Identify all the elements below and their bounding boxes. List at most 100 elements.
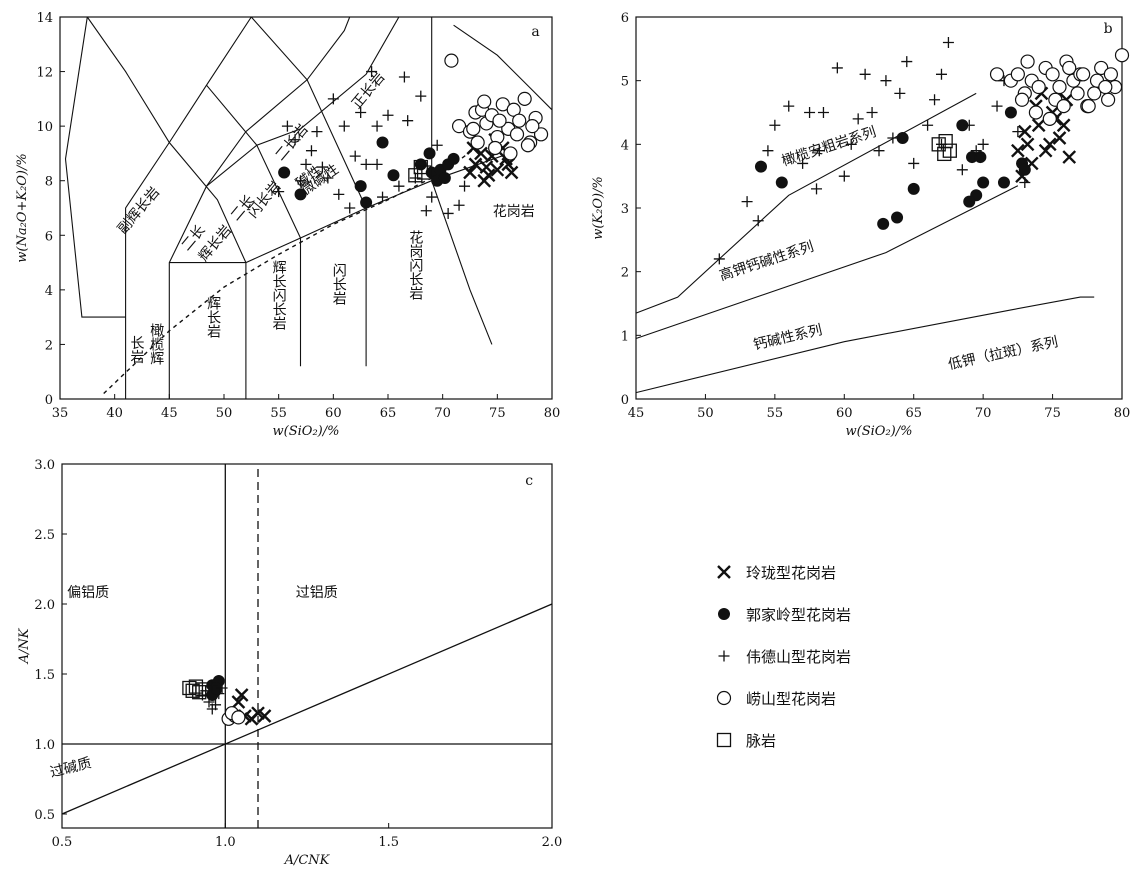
data-point-plus — [908, 157, 920, 169]
data-point-plus — [894, 87, 906, 99]
x-tick-label: 60 — [836, 406, 853, 421]
data-point-x — [490, 162, 505, 177]
high-k-boundary-line — [635, 185, 1019, 340]
field-label: 低钾（拉斑）系列 — [947, 334, 1060, 373]
x-tick-label: 80 — [1114, 406, 1131, 421]
data-point-plus — [817, 107, 829, 118]
data-point-plus — [382, 109, 394, 121]
data-point-plus — [338, 120, 350, 132]
y-tick-label: 4 — [621, 138, 629, 153]
data-point-plus — [852, 113, 864, 125]
data-point-plus — [963, 119, 975, 131]
data-point-circle — [1081, 99, 1096, 114]
panel-a: 35 40 45 50 55 60 65 70 75 80 0 2 4 6 8 10 12 14 w(SiO₂)/%… — [15, 11, 560, 439]
data-point-dot — [977, 176, 990, 189]
data-point-circle — [477, 94, 492, 109]
data-point-dot — [278, 166, 291, 179]
data-point-dot — [891, 211, 904, 224]
y-tick-label: 8 — [45, 175, 53, 190]
data-point-x — [1031, 118, 1046, 133]
x-tick-label: 55 — [270, 406, 287, 421]
data-point-plus — [398, 71, 410, 83]
data-point-plus — [360, 158, 372, 170]
y-tick-label: 3.0 — [34, 458, 55, 473]
data-point-circle — [1014, 92, 1030, 107]
data-point-plus — [970, 145, 982, 157]
data-point-circle — [503, 146, 518, 161]
legend-item: 脉岩 — [716, 732, 776, 750]
data-point-plus — [344, 202, 356, 214]
data-point-plus — [942, 36, 954, 48]
data-point-plus — [769, 119, 781, 131]
data-point-plus — [859, 68, 871, 80]
data-point-dot — [896, 131, 909, 144]
data-point-dot — [376, 136, 389, 149]
series-plus — [713, 36, 1031, 265]
data-point-dot — [997, 176, 1010, 189]
data-point-plus — [289, 134, 301, 146]
data-point-plus — [713, 253, 725, 265]
y-tick-label: 6 — [621, 11, 629, 26]
field-label: 正长岩 — [349, 70, 388, 112]
x-tick-label: 70 — [434, 406, 451, 421]
panel-c: 0.5 1.0 1.5 2.0 0.5 1.0 1.5 2.0 2.5 3.0 A/CNK A/NK 偏… — [17, 458, 562, 868]
field-label: 二长岩 — [272, 121, 311, 163]
data-point-circle — [466, 121, 481, 136]
data-point-plus — [811, 183, 823, 195]
data-point-circle — [231, 710, 246, 725]
data-point-circle — [492, 113, 507, 128]
data-point-circle — [520, 138, 536, 153]
x-tick-label: 70 — [975, 406, 992, 421]
field-boundary-line — [453, 24, 552, 111]
data-point-plus — [371, 120, 383, 132]
field-label: b — [1104, 21, 1113, 37]
field-label: 过铝质 — [296, 585, 338, 601]
data-point-plus — [216, 682, 228, 694]
data-point-circle — [1031, 79, 1046, 95]
x-axis-label: A/CNK — [284, 853, 331, 868]
data-point-circle — [1114, 48, 1130, 63]
data-point-x — [1042, 137, 1057, 152]
y-axis-label: w(Na₂O+K₂O)/% — [15, 153, 30, 262]
data-point-circle — [1052, 79, 1067, 95]
y-tick-label: 0 — [621, 393, 629, 408]
legend-item: 伟德山型花岗岩 — [718, 648, 851, 666]
series-square — [182, 679, 210, 700]
plot-frame — [61, 463, 553, 829]
data-point-plus — [349, 150, 361, 162]
series-circle — [989, 48, 1130, 126]
legend-item: 玲珑型花岗岩 — [717, 564, 836, 582]
legend-marker-dot — [718, 608, 730, 620]
y-tick-label: 2 — [621, 266, 629, 281]
field-label-vertical: 辉长岩 — [205, 296, 221, 338]
legend-label: 郭家岭型花岗岩 — [746, 606, 851, 624]
data-point-x — [468, 157, 483, 172]
y-tick-label: 10 — [36, 120, 53, 135]
data-point-plus — [831, 62, 843, 74]
data-point-plus — [783, 100, 795, 112]
data-point-dot — [907, 182, 920, 195]
y-tick-label: 14 — [36, 11, 53, 26]
data-point-plus — [371, 158, 383, 170]
legend-marker-square — [716, 732, 732, 748]
legend-item: 崂山型花岗岩 — [716, 690, 836, 708]
data-point-x — [257, 709, 272, 723]
field-label: 过碱质 — [49, 755, 94, 781]
data-point-square — [942, 143, 957, 158]
x-tick-label: 45 — [161, 406, 178, 421]
series-plus — [273, 66, 471, 219]
data-point-plus — [203, 696, 215, 708]
data-point-x — [1038, 143, 1053, 158]
y-tick-label: 4 — [45, 284, 53, 299]
y-tick-label: 3 — [621, 202, 629, 217]
x-axis-label: w(SiO₂)/% — [273, 424, 340, 439]
field-boundary-line — [206, 84, 301, 239]
data-point-square — [416, 165, 432, 180]
legend-label: 伟德山型花岗岩 — [746, 648, 851, 666]
data-point-plus — [453, 199, 465, 211]
field-label: 副辉长岩 — [115, 184, 163, 237]
data-point-circle — [512, 113, 527, 128]
legend-marker-plus — [718, 650, 730, 662]
data-point-circle — [1070, 86, 1085, 101]
